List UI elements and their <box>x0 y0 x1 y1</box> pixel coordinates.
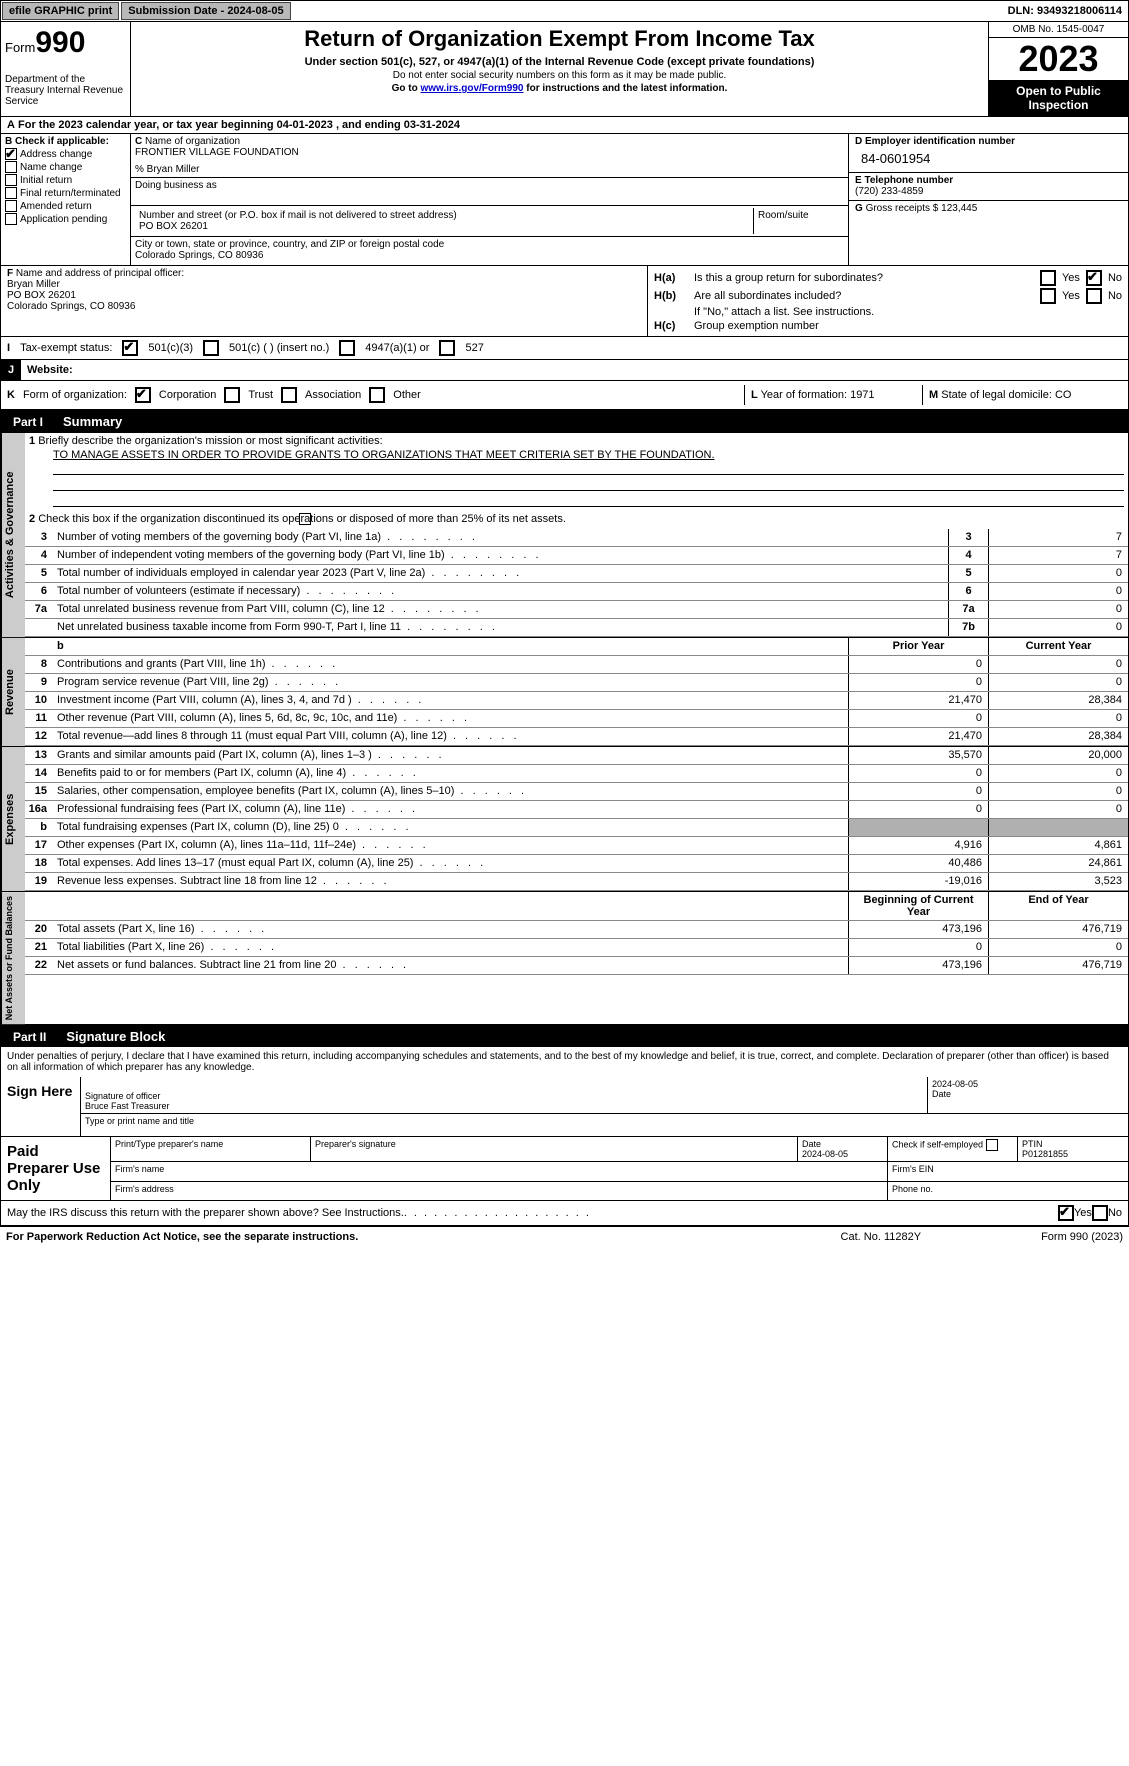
section-f-h: F Name and address of principal officer:… <box>0 265 1129 336</box>
form-title: Return of Organization Exempt From Incom… <box>135 26 984 52</box>
irs-link[interactable]: www.irs.gov/Form990 <box>420 83 523 94</box>
page-footer: For Paperwork Reduction Act Notice, see … <box>0 1227 1129 1247</box>
care-of: % Bryan Miller <box>135 164 844 175</box>
sign-here-block: Sign Here Signature of officerBruce Fast… <box>0 1077 1129 1137</box>
ptin-val: P01281855 <box>1022 1149 1068 1159</box>
summary-governance: Activities & Governance 1 Briefly descri… <box>0 432 1129 638</box>
dept-treasury: Department of the Treasury Internal Reve… <box>5 74 126 107</box>
chk-527[interactable] <box>439 340 455 356</box>
chk-amended-return[interactable] <box>5 200 17 212</box>
chk-other[interactable] <box>369 387 385 403</box>
chk-discontinued[interactable] <box>299 513 311 525</box>
form-subtitle: Under section 501(c), 527, or 4947(a)(1)… <box>135 56 984 68</box>
gross-receipts: Gross receipts $ 123,445 <box>866 203 978 214</box>
section-j: J Website: <box>0 359 1129 380</box>
org-city: Colorado Springs, CO 80936 <box>135 250 844 261</box>
form-header: Form990 Department of the Treasury Inter… <box>0 22 1129 116</box>
chk-ha-yes[interactable] <box>1040 270 1056 286</box>
chk-4947[interactable] <box>339 340 355 356</box>
paid-preparer-block: Paid Preparer Use Only Print/Type prepar… <box>0 1137 1129 1201</box>
open-public: Open to Public Inspection <box>989 80 1128 116</box>
topbar: efile GRAPHIC print Submission Date - 20… <box>0 0 1129 22</box>
chk-self-employed[interactable] <box>986 1139 998 1151</box>
omb-number: OMB No. 1545-0047 <box>989 22 1128 38</box>
chk-corp[interactable] <box>135 387 151 403</box>
chk-ha-no[interactable] <box>1086 270 1102 286</box>
summary-revenue: Revenue bPrior YearCurrent Year 8Contrib… <box>0 638 1129 747</box>
chk-final-return[interactable] <box>5 187 17 199</box>
chk-501c[interactable] <box>203 340 219 356</box>
section-i: I Tax-exempt status: 501(c)(3) 501(c) ( … <box>0 336 1129 359</box>
chk-initial-return[interactable] <box>5 174 17 186</box>
summary-expenses: Expenses 13Grants and similar amounts pa… <box>0 747 1129 892</box>
part2-header: Part II Signature Block <box>0 1025 1129 1047</box>
chk-discuss-no[interactable] <box>1092 1205 1108 1221</box>
summary-net: Net Assets or Fund Balances Beginning of… <box>0 892 1129 1025</box>
officer-name: Bryan Miller <box>7 279 60 290</box>
submission-date-button[interactable]: Submission Date - 2024-08-05 <box>121 2 290 20</box>
chk-address-change[interactable] <box>5 148 17 160</box>
chk-name-change[interactable] <box>5 161 17 173</box>
form-warning: Do not enter social security numbers on … <box>135 70 984 81</box>
efile-print-button[interactable]: efile GRAPHIC print <box>2 2 119 20</box>
irs-discuss-row: May the IRS discuss this return with the… <box>0 1201 1129 1227</box>
section-b-c-d: B Check if applicable: Address change Na… <box>0 133 1129 265</box>
chk-trust[interactable] <box>224 387 240 403</box>
dln-text: DLN: 93493218006114 <box>1002 3 1128 19</box>
section-k-l-m: K Form of organization: Corporation Trus… <box>0 380 1129 410</box>
chk-hb-no[interactable] <box>1086 288 1102 304</box>
tax-year: 2023 <box>989 38 1128 80</box>
officer-sig-name: Bruce Fast Treasurer <box>85 1101 170 1111</box>
chk-assoc[interactable] <box>281 387 297 403</box>
ein: 84-0601954 <box>855 147 1122 170</box>
sig-declaration: Under penalties of perjury, I declare th… <box>0 1047 1129 1077</box>
chk-discuss-yes[interactable] <box>1058 1205 1074 1221</box>
form-number: Form990 <box>5 26 126 60</box>
org-name: FRONTIER VILLAGE FOUNDATION <box>135 147 844 158</box>
org-address: PO BOX 26201 <box>139 221 749 232</box>
part1-header: Part I Summary <box>0 410 1129 432</box>
chk-application-pending[interactable] <box>5 213 17 225</box>
chk-501c3[interactable] <box>122 340 138 356</box>
chk-hb-yes[interactable] <box>1040 288 1056 304</box>
phone: (720) 233-4859 <box>855 186 1122 197</box>
line-a: A For the 2023 calendar year, or tax yea… <box>0 116 1129 133</box>
mission-text: TO MANAGE ASSETS IN ORDER TO PROVIDE GRA… <box>53 449 1128 461</box>
